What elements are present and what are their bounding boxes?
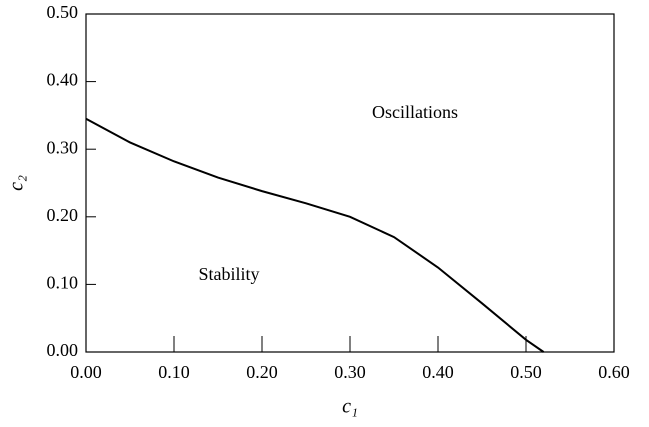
x-axis-title: c₁ — [342, 396, 358, 418]
annotation: Oscillations — [372, 102, 458, 122]
y-tick-label: 0.50 — [47, 2, 79, 22]
y-tick-label: 0.10 — [47, 273, 79, 293]
y-tick-label: 0.30 — [47, 137, 79, 157]
y-axis-title: c₂ — [6, 175, 28, 191]
y-tick-label: 0.20 — [47, 205, 79, 225]
x-tick-label: 0.30 — [334, 362, 366, 382]
plot-frame — [85, 13, 615, 353]
x-tick-label: 0.10 — [158, 362, 190, 382]
x-tick-label: 0.00 — [70, 362, 102, 382]
curve — [85, 117, 545, 353]
y-tick-label: 0.40 — [47, 70, 79, 90]
x-tick-label: 0.40 — [422, 362, 454, 382]
x-tick-label: 0.20 — [246, 362, 278, 382]
y-tick-label: 0.00 — [47, 340, 79, 360]
annotation: Stability — [198, 264, 259, 284]
x-tick-label: 0.50 — [510, 362, 542, 382]
x-tick-label: 0.60 — [598, 362, 630, 382]
